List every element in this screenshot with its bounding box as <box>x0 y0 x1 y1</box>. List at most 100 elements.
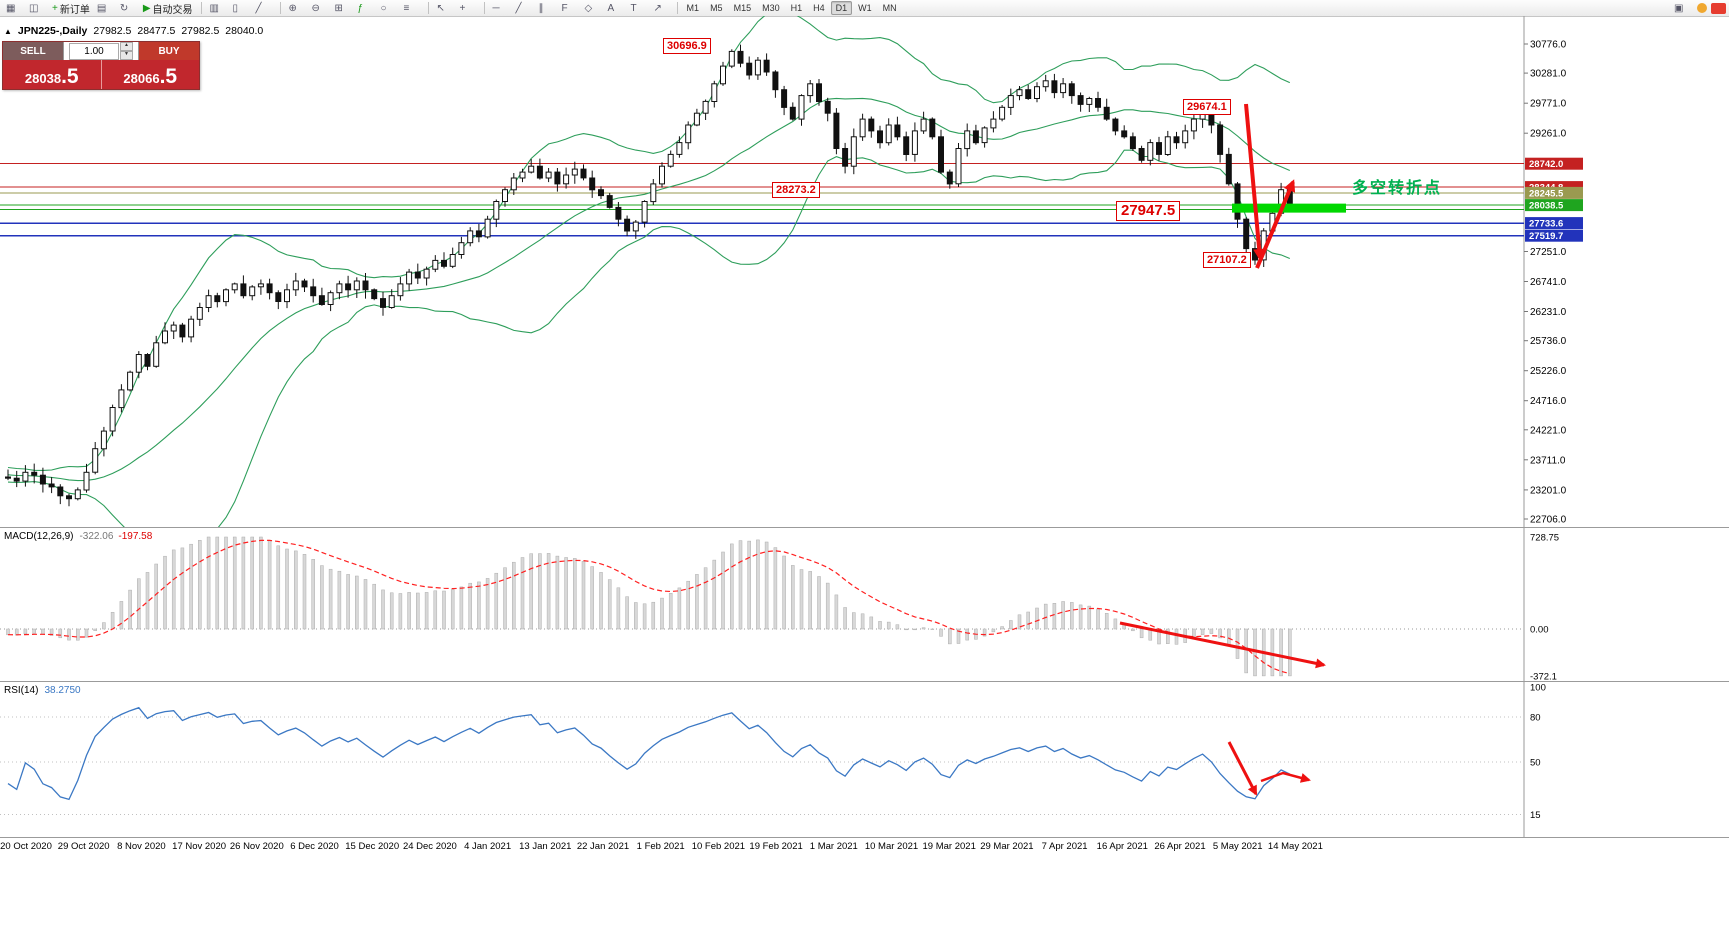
macd-histogram-bar <box>1104 613 1109 630</box>
date-label: 29 Mar 2021 <box>980 841 1034 852</box>
collapse-icon[interactable]: ▲ <box>4 26 12 36</box>
objects-list-button[interactable]: ≡ <box>401 0 423 17</box>
macd-histogram-bar <box>904 628 908 631</box>
trendline-tool-button[interactable]: ╱ <box>513 0 535 17</box>
news-icon[interactable] <box>1697 3 1707 13</box>
date-label: 26 Nov 2020 <box>229 841 284 852</box>
sell-price-main: 28038 <box>24 71 62 86</box>
cursor-button[interactable]: ↖ <box>434 0 456 17</box>
price-tick: 27251.0 <box>1530 247 1567 258</box>
text-tool-button[interactable]: A <box>605 0 627 17</box>
lot-increase-icon[interactable]: ▲ <box>120 42 133 51</box>
candle <box>458 242 465 255</box>
rebound-arrow[interactable] <box>1255 179 1296 269</box>
macd-histogram-bar <box>119 601 124 630</box>
panel-divider[interactable] <box>0 527 1729 528</box>
candle <box>475 230 482 238</box>
annotation-may-low-price[interactable]: 27107.2 <box>1203 252 1251 268</box>
sell-price[interactable]: 28038 .5 <box>3 60 102 89</box>
rsi-flat-arrow[interactable] <box>1260 771 1311 783</box>
candle <box>1025 89 1032 99</box>
arrows-tool-button[interactable]: ↗ <box>651 0 673 17</box>
timeframe-h1[interactable]: H1 <box>790 3 803 13</box>
chart-windows-button[interactable]: ▤ <box>94 0 116 17</box>
macd-down-arrow[interactable] <box>1119 621 1326 669</box>
candle <box>746 62 753 76</box>
lot-input[interactable] <box>69 42 119 60</box>
sell-button[interactable]: SELL <box>3 42 63 60</box>
macd-histogram-bar <box>512 561 516 630</box>
bollinger-lower-band <box>7 149 1291 528</box>
panel-divider[interactable] <box>0 681 1729 682</box>
macd-histogram-bar <box>163 555 167 630</box>
zoom-in-button[interactable]: ⊕ <box>286 0 308 17</box>
annotation-28273-price[interactable]: 28273.2 <box>772 182 820 198</box>
indicators-button[interactable]: ƒ <box>355 0 377 17</box>
channel-tool-button[interactable]: ∥ <box>536 0 558 17</box>
timeframe-m5[interactable]: M5 <box>710 3 723 13</box>
timeframe-mn[interactable]: MN <box>882 3 897 13</box>
zoom-out-icon: ⊖ <box>311 2 320 14</box>
macd-panel[interactable]: 728.75 0.00 -372.1 <box>0 528 1729 682</box>
candle <box>1042 80 1049 88</box>
buy-price[interactable]: 28066 .5 <box>102 60 200 89</box>
rsi-panel[interactable]: 100 80 50 15 <box>0 682 1729 838</box>
candle <box>606 195 613 208</box>
annotation-key-level-price[interactable]: 27947.5 <box>1116 201 1181 221</box>
bar-chart-type-button[interactable]: ▥ <box>207 0 229 17</box>
annotation-peak-price[interactable]: 30696.9 <box>663 38 711 54</box>
candle <box>310 286 317 297</box>
buy-button[interactable]: BUY <box>139 42 199 60</box>
timeframe-d1[interactable]: D1 <box>830 1 853 15</box>
refresh-button[interactable]: ↻ <box>117 0 139 17</box>
lot-decrease-icon[interactable]: ▼ <box>120 51 133 60</box>
macd-histogram-bar <box>607 579 612 630</box>
shapes-tool-button[interactable]: ◇ <box>582 0 604 17</box>
candle <box>1121 130 1128 138</box>
timeframe-m30[interactable]: M30 <box>762 3 780 13</box>
date-label: 7 Apr 2021 <box>1041 841 1088 852</box>
candle <box>754 59 761 76</box>
line-chart-type-button[interactable]: ╱ <box>253 0 275 17</box>
chart-profiles-button[interactable]: ◫ <box>26 0 48 17</box>
candle <box>545 171 552 179</box>
new-chart-button[interactable]: ▦ <box>3 0 25 17</box>
crash-arrow[interactable] <box>1244 103 1266 261</box>
hline-tool-button[interactable]: ─ <box>490 0 512 17</box>
new-order-button[interactable]: + 新订单 <box>49 0 93 17</box>
macd-histogram-bar <box>494 572 499 630</box>
main-price-chart[interactable]: 30776.0 30281.0 29771.0 29261.0 27251.0 26741… <box>0 16 1729 528</box>
candle <box>720 65 726 85</box>
price-tag <box>1525 186 1583 199</box>
timeframe-m1[interactable]: M1 <box>686 3 700 13</box>
candle <box>903 136 910 156</box>
candle-chart-type-button[interactable]: ▯ <box>230 0 252 17</box>
macd-histogram-bar <box>189 543 193 630</box>
candle <box>519 171 526 179</box>
candle <box>336 283 343 294</box>
hline-tool-icon: ─ <box>492 2 500 14</box>
auto-trading-button[interactable]: ▶ 自动交易 <box>140 0 196 17</box>
macd-histogram-bar <box>616 587 621 630</box>
candle <box>632 221 639 232</box>
label-tool-button[interactable]: T <box>628 0 650 17</box>
period-button[interactable]: ○ <box>378 0 400 17</box>
candle <box>641 201 648 223</box>
zoom-out-button[interactable]: ⊖ <box>309 0 331 17</box>
grid-button[interactable]: ⊞ <box>332 0 354 17</box>
trendline-tool-icon: ╱ <box>515 2 522 14</box>
alert-icon[interactable] <box>1711 2 1726 14</box>
macd-histogram-bar <box>555 555 560 630</box>
rsi-down-arrow[interactable] <box>1227 741 1258 796</box>
turning-point-note[interactable]: 多空转折点 <box>1352 180 1443 197</box>
crosshair-button[interactable]: + <box>457 0 479 17</box>
timeframe-h4[interactable]: H4 <box>813 3 825 13</box>
fibonacci-tool-button[interactable]: F <box>559 0 581 17</box>
date-axis[interactable]: 20 Oct 2020 29 Oct 2020 8 Nov 2020 17 Nov 2… <box>0 838 1524 858</box>
toolbar-separator <box>279 2 281 14</box>
annotation-may-high-price[interactable]: 29674.1 <box>1183 99 1231 115</box>
timeframe-m15[interactable]: M15 <box>733 3 752 13</box>
timeframe-w1[interactable]: W1 <box>858 3 872 13</box>
candle <box>57 486 64 497</box>
window-icon[interactable]: ▣ <box>1674 2 1684 14</box>
